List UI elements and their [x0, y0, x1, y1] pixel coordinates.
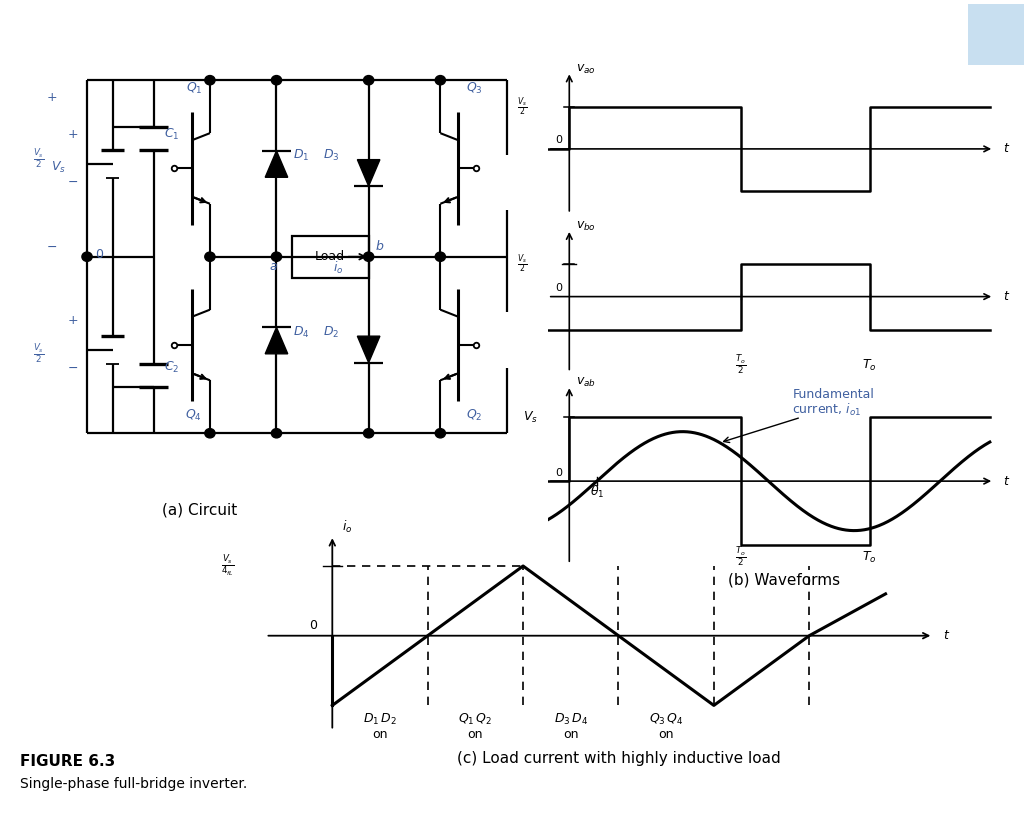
- Text: Load: Load: [315, 250, 345, 263]
- Text: $\frac{V_s}{2}$: $\frac{V_s}{2}$: [33, 342, 44, 366]
- Text: current, $i_{o1}$: current, $i_{o1}$: [793, 402, 861, 418]
- Circle shape: [435, 252, 445, 262]
- Text: $Q_3\,Q_4$: $Q_3\,Q_4$: [649, 711, 683, 727]
- Text: $t$: $t$: [943, 629, 950, 642]
- Text: $0$: $0$: [555, 133, 563, 145]
- Text: $D_3\,D_4$: $D_3\,D_4$: [554, 711, 588, 727]
- Text: $-$: $-$: [46, 240, 56, 253]
- Text: $t$: $t$: [1002, 474, 1010, 487]
- Text: $+$: $+$: [68, 128, 78, 141]
- Text: Fundamental: Fundamental: [793, 388, 874, 401]
- Circle shape: [271, 429, 282, 438]
- Text: $t$: $t$: [1002, 143, 1010, 156]
- Circle shape: [205, 76, 215, 85]
- Text: $\frac{V_s}{2}$: $\frac{V_s}{2}$: [517, 253, 527, 275]
- Text: $0$: $0$: [555, 466, 563, 478]
- Text: $-$: $-$: [68, 174, 78, 187]
- Text: $b$: $b$: [375, 239, 384, 253]
- Text: $D_1$: $D_1$: [293, 148, 309, 163]
- Text: $D_3$: $D_3$: [323, 148, 339, 163]
- Text: $0$: $0$: [309, 619, 318, 632]
- Text: $T_o$: $T_o$: [862, 550, 877, 566]
- Text: $\frac{T_o}{2}$: $\frac{T_o}{2}$: [735, 546, 746, 570]
- Text: $Q_4$: $Q_4$: [185, 408, 203, 424]
- Text: $Q_1\,Q_2$: $Q_1\,Q_2$: [459, 711, 493, 727]
- Text: $V_s$: $V_s$: [523, 410, 539, 425]
- Text: $T_o$: $T_o$: [862, 359, 877, 373]
- Text: $0$: $0$: [94, 248, 103, 261]
- Text: $C_2$: $C_2$: [164, 359, 179, 375]
- Text: $0$: $0$: [555, 281, 563, 293]
- Text: $\frac{V_s}{2}$: $\frac{V_s}{2}$: [517, 95, 527, 118]
- Text: on: on: [468, 728, 483, 741]
- Text: Single-phase full-bridge inverter.: Single-phase full-bridge inverter.: [20, 778, 248, 791]
- Text: $Q_2$: $Q_2$: [466, 408, 482, 424]
- Text: (c) Load current with highly inductive load: (c) Load current with highly inductive l…: [457, 751, 780, 766]
- Text: on: on: [658, 728, 674, 741]
- Polygon shape: [265, 151, 288, 178]
- Polygon shape: [265, 328, 288, 354]
- Text: $v_{bo}$: $v_{bo}$: [577, 220, 596, 233]
- Text: $D_1\,D_2$: $D_1\,D_2$: [364, 711, 397, 727]
- Text: $C_1$: $C_1$: [164, 127, 179, 143]
- Text: $-$: $-$: [68, 360, 78, 373]
- Circle shape: [435, 429, 445, 438]
- Polygon shape: [357, 160, 380, 186]
- Text: $\frac{T_o}{2}$: $\frac{T_o}{2}$: [735, 354, 746, 377]
- Text: $\frac{V_s}{2}$: $\frac{V_s}{2}$: [33, 148, 44, 171]
- Text: $D_4$: $D_4$: [293, 324, 309, 340]
- Circle shape: [364, 429, 374, 438]
- Circle shape: [82, 252, 92, 262]
- Text: $\frac{V_s}{4_{fL}}$: $\frac{V_s}{4_{fL}}$: [220, 553, 234, 579]
- Text: $V_s$: $V_s$: [51, 160, 67, 175]
- Circle shape: [271, 76, 282, 85]
- Text: $Q_1$: $Q_1$: [185, 81, 203, 96]
- Text: $i_o$: $i_o$: [342, 519, 352, 535]
- Circle shape: [435, 76, 445, 85]
- Text: (a) Circuit: (a) Circuit: [162, 503, 238, 518]
- Text: $+$: $+$: [68, 314, 78, 327]
- Text: $\theta_1$: $\theta_1$: [590, 483, 604, 500]
- Text: $a$: $a$: [268, 260, 278, 273]
- Text: $+$: $+$: [46, 91, 56, 104]
- Text: on: on: [373, 728, 388, 741]
- Circle shape: [205, 429, 215, 438]
- Text: $i_o$: $i_o$: [333, 260, 343, 275]
- Circle shape: [364, 76, 374, 85]
- Text: FIGURE 6.3: FIGURE 6.3: [20, 754, 116, 769]
- Text: $v_{ab}$: $v_{ab}$: [577, 377, 596, 390]
- Polygon shape: [357, 336, 380, 363]
- Text: $v_{ao}$: $v_{ao}$: [577, 63, 596, 76]
- Circle shape: [205, 252, 215, 262]
- Text: on: on: [563, 728, 579, 741]
- Text: (b) Waveforms: (b) Waveforms: [728, 572, 840, 587]
- Text: $Q_3$: $Q_3$: [466, 81, 482, 96]
- Circle shape: [364, 252, 374, 262]
- Bar: [292, 236, 369, 278]
- Text: $t$: $t$: [1002, 290, 1010, 303]
- Circle shape: [271, 252, 282, 262]
- Text: $D_2$: $D_2$: [323, 324, 339, 340]
